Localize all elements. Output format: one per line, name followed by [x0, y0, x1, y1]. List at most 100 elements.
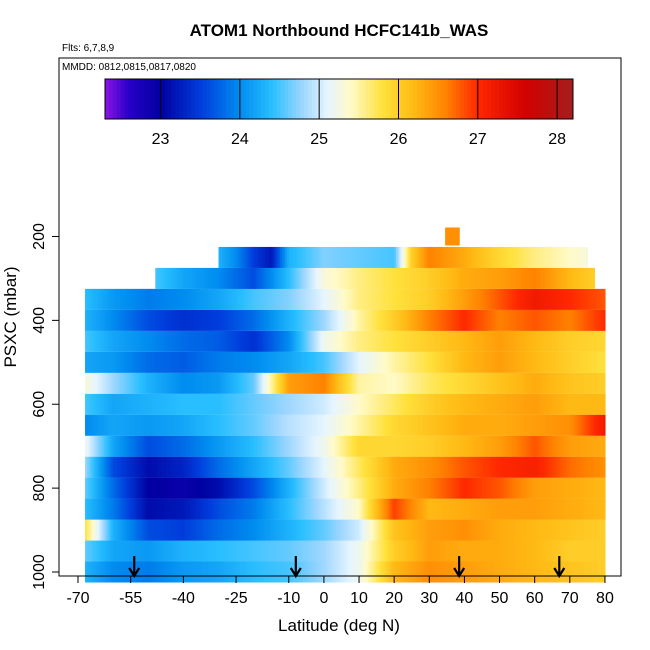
heatmap-cell	[93, 435, 97, 457]
heatmap-cell	[165, 288, 169, 310]
heatmap-cell	[330, 414, 334, 436]
heatmap-cell	[511, 435, 515, 457]
heatmap-cell	[536, 498, 539, 520]
heatmap-cell	[341, 435, 344, 457]
heatmap-cell	[417, 540, 420, 562]
colorbar-segment	[163, 79, 168, 119]
heatmap-cell	[571, 456, 574, 478]
heatmap-cell	[566, 456, 569, 478]
heatmap-cell	[123, 477, 127, 499]
heatmap-cell	[155, 309, 158, 331]
heatmap-cell	[93, 477, 97, 499]
heatmap-cell	[348, 330, 351, 352]
heatmap-cell	[348, 246, 351, 268]
colorbar	[104, 78, 574, 120]
heatmap-cell	[109, 456, 112, 478]
heatmap-cell	[378, 519, 381, 541]
heatmap-cell	[508, 246, 511, 268]
heatmap-cell	[344, 330, 348, 352]
heatmap-cell	[171, 288, 174, 310]
heatmap-cell	[118, 330, 121, 352]
colorbar-segment	[276, 79, 281, 119]
heatmap-cell	[158, 498, 162, 520]
heatmap-cell	[362, 267, 365, 289]
heatmap-cell	[271, 477, 274, 499]
heatmap-cell	[469, 246, 473, 268]
heatmap-cell	[471, 477, 474, 499]
heatmap-cell	[192, 393, 195, 415]
heatmap-cell	[243, 330, 246, 352]
heatmap-cell	[294, 540, 297, 562]
heatmap-cell	[118, 456, 121, 478]
heatmap-cell	[330, 540, 334, 562]
heatmap-cell	[146, 456, 149, 478]
heatmap-cell	[578, 540, 581, 562]
colorbar-segment	[530, 79, 535, 119]
heatmap-cell	[206, 288, 209, 310]
heatmap-cell	[190, 288, 193, 310]
heatmap-cell	[557, 288, 560, 310]
heatmap-cell	[587, 498, 590, 520]
colorbar-tick-label: 27	[469, 131, 487, 148]
heatmap-cell	[239, 435, 242, 457]
heatmap-cell	[448, 519, 451, 541]
heatmap-cell	[367, 498, 371, 520]
heatmap-cell	[580, 393, 583, 415]
heatmap-cell	[487, 246, 490, 268]
heatmap-cell	[525, 519, 529, 541]
heatmap-cell	[134, 435, 137, 457]
heatmap-cell	[406, 561, 409, 583]
heatmap-cell	[359, 351, 362, 373]
heatmap-cell	[107, 561, 111, 583]
heatmap-cell	[390, 393, 394, 415]
heatmap-cell	[255, 351, 258, 373]
heatmap-cell	[93, 561, 97, 583]
heatmap-cell	[339, 351, 343, 373]
heatmap-cell	[329, 498, 332, 520]
heatmap-cell	[151, 561, 155, 583]
heatmap-cell	[304, 246, 307, 268]
heatmap-cell	[366, 351, 369, 373]
heatmap-cell	[575, 498, 578, 520]
heatmap-cell	[195, 435, 199, 457]
heatmap-cell	[404, 246, 408, 268]
heatmap-cell	[127, 393, 130, 415]
heatmap-cell	[171, 393, 174, 415]
heatmap-cell	[439, 288, 443, 310]
heatmap-cell	[220, 498, 223, 520]
heatmap-cell	[199, 351, 202, 373]
colorbar-segment	[381, 79, 387, 119]
heatmap-cell	[215, 561, 218, 583]
heatmap-cell	[269, 330, 272, 352]
heatmap-cell	[513, 435, 516, 457]
heatmap-cell	[236, 372, 239, 394]
heatmap-cell	[172, 498, 176, 520]
heatmap-cell	[299, 540, 302, 562]
heatmap-cell	[399, 267, 402, 289]
heatmap-cell	[418, 309, 422, 331]
heatmap-cell	[271, 393, 274, 415]
heatmap-cell	[417, 330, 420, 352]
heatmap-cell	[153, 540, 156, 562]
heatmap-cell	[555, 351, 559, 373]
heatmap-cell	[413, 288, 416, 310]
heatmap-cell	[246, 540, 249, 562]
heatmap-cell	[482, 498, 485, 520]
heatmap-cell	[480, 393, 483, 415]
heatmap-cell	[160, 288, 163, 310]
heatmap-cell	[482, 456, 485, 478]
heatmap-cell	[455, 267, 459, 289]
heatmap-cell	[489, 330, 492, 352]
heatmap-cell	[590, 435, 594, 457]
heatmap-cell	[251, 309, 255, 331]
heatmap-cell	[411, 267, 415, 289]
heatmap-cell	[390, 267, 394, 289]
heatmap-cell	[596, 435, 599, 457]
heatmap-cell	[280, 435, 283, 457]
heatmap-cell	[554, 477, 557, 499]
heatmap-cell	[258, 309, 262, 331]
heatmap-cell	[86, 540, 90, 562]
heatmap-cell	[527, 519, 531, 541]
heatmap-cell	[223, 288, 227, 310]
heatmap-cell	[355, 477, 358, 499]
